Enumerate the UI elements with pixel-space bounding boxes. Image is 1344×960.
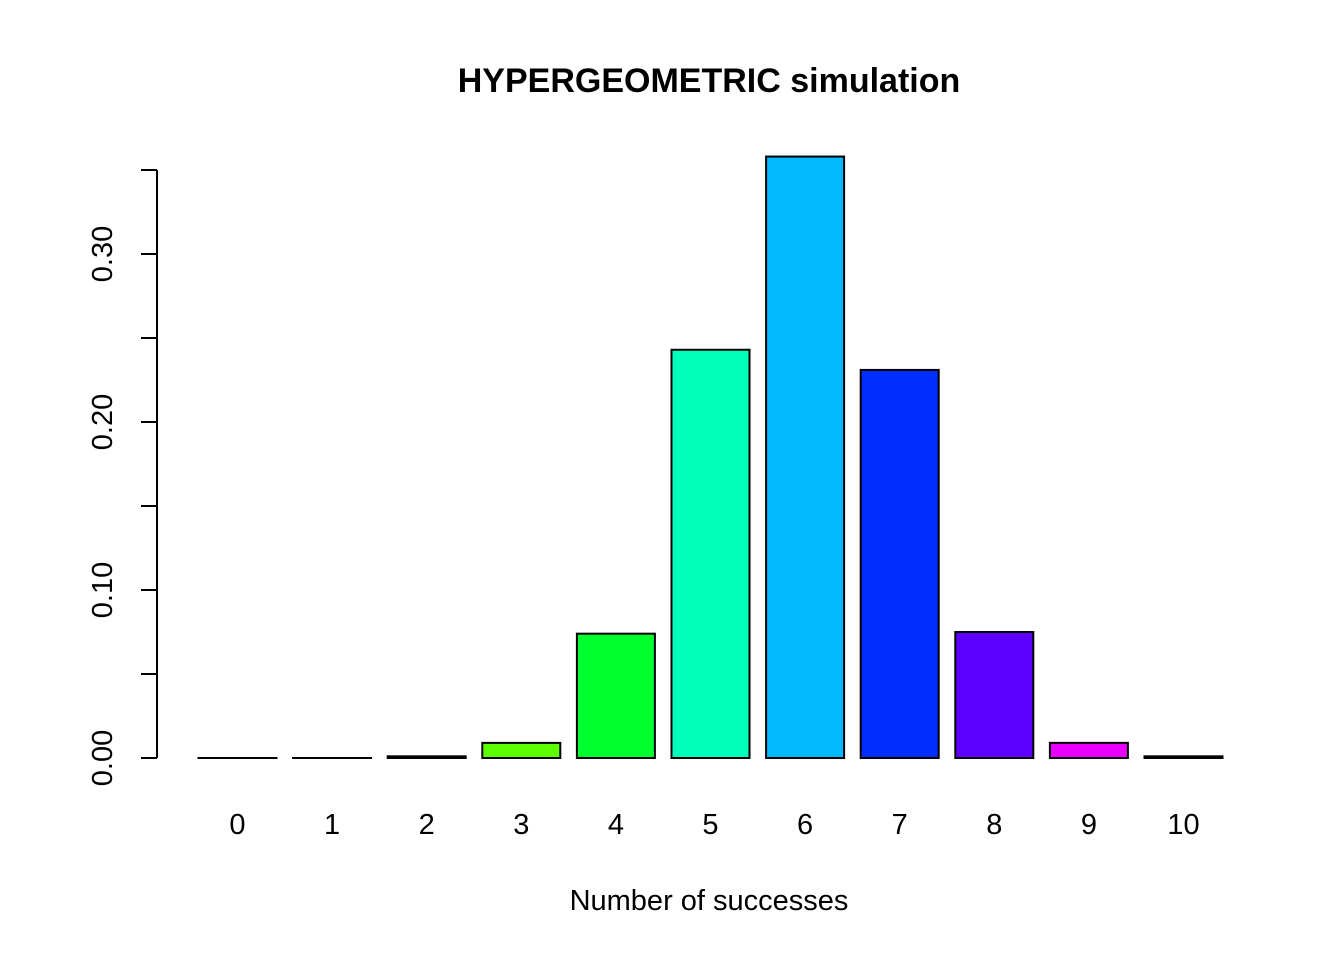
x-tick-labels: 0 1 2 3 4 5 6 7 8 9 10	[229, 809, 1199, 841]
bar-4	[575, 632, 656, 759]
bar-10	[1143, 755, 1224, 760]
y-tick-label: 0.20	[87, 394, 119, 450]
x-tick-label: 8	[986, 809, 1002, 841]
bars	[197, 155, 1224, 760]
x-tick-label: 9	[1081, 809, 1097, 841]
x-tick-label: 5	[702, 809, 718, 841]
x-tick-label: 4	[608, 809, 624, 841]
bar-7	[859, 368, 940, 759]
x-tick-label: 10	[1167, 809, 1199, 841]
x-tick-label: 6	[797, 809, 813, 841]
x-tick-label: 3	[513, 809, 529, 841]
bar-3	[481, 741, 562, 760]
x-tick-label: 2	[419, 809, 435, 841]
y-axis: 0.00 0.10 0.20 0.30	[87, 169, 158, 786]
y-tick-label: 0.30	[87, 226, 119, 282]
bar-6	[765, 155, 846, 759]
x-tick-label: 1	[324, 809, 340, 841]
x-tick-label: 7	[892, 809, 908, 841]
bar-8	[954, 631, 1035, 759]
x-tick-label: 0	[229, 809, 245, 841]
bar-2	[386, 755, 467, 760]
y-tick-label: 0.10	[87, 562, 119, 618]
chart-title: HYPERGEOMETRIC simulation	[458, 62, 961, 100]
x-axis-label: Number of successes	[570, 885, 849, 917]
y-tick-label: 0.00	[87, 730, 119, 786]
bar-9	[1048, 741, 1129, 760]
bar-5	[670, 348, 751, 759]
